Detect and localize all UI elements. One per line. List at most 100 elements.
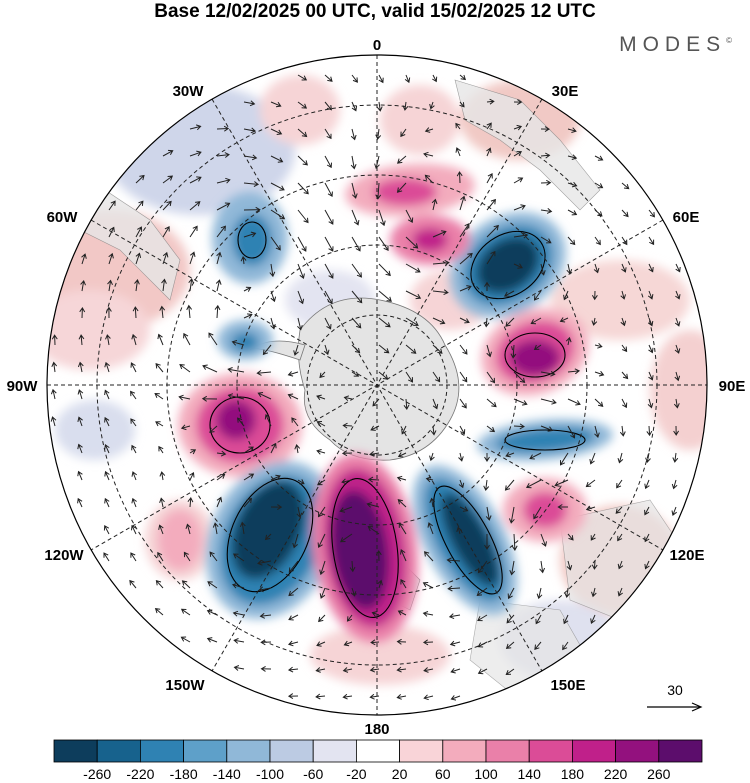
wind-arrow-icon (567, 209, 578, 216)
wind-arrow-icon (104, 361, 110, 373)
wind-arrow-icon (316, 421, 326, 427)
wind-arrow-icon (351, 182, 358, 199)
wind-arrow-icon (673, 398, 680, 409)
wind-arrow-icon (425, 476, 434, 483)
wind-arrow-icon (459, 223, 470, 238)
wind-arrow-icon (369, 451, 380, 457)
wind-arrow-icon (423, 694, 434, 701)
wind-arrow-icon (134, 279, 140, 292)
wind-arrow-icon (80, 279, 86, 292)
colorbar-swatch (572, 739, 617, 763)
wind-arrow-icon (209, 551, 218, 562)
wind-arrow-icon (486, 172, 493, 184)
wind-arrow-icon (349, 560, 356, 573)
colorbar-swatch (442, 739, 487, 763)
brand-name: MODES (619, 33, 727, 56)
wind-arrow-icon (187, 496, 194, 508)
wind-arrow-icon (256, 370, 272, 376)
wind-arrow-icon (351, 101, 358, 112)
wind-arrow-icon (449, 640, 461, 647)
wind-arrow-icon (400, 549, 407, 562)
wind-arrow-icon (135, 226, 143, 238)
wind-arrow-icon (593, 263, 600, 274)
wind-arrow-icon (378, 74, 384, 84)
wind-arrow-icon (216, 125, 230, 132)
wind-arrow-icon (259, 612, 272, 619)
wind-arrow-icon (456, 526, 463, 535)
wind-arrow-icon (185, 523, 192, 535)
wind-arrow-icon (620, 317, 627, 327)
wind-arrow-icon (341, 478, 353, 485)
wind-arrow-icon (351, 209, 360, 226)
wind-arrow-icon (483, 479, 490, 492)
colorbar-swatch (226, 739, 271, 763)
wind-arrow-icon (51, 361, 58, 373)
wind-arrow-icon (671, 479, 678, 490)
wind-arrow-icon (591, 587, 597, 598)
wind-arrow-icon (507, 587, 515, 600)
wind-arrow-icon (131, 524, 137, 535)
wind-arrow-icon (243, 313, 253, 319)
wind-arrow-icon (270, 182, 285, 191)
wind-arrow-icon (293, 344, 299, 356)
wind-arrow-icon (459, 74, 467, 81)
wind-arrow-icon (423, 151, 434, 158)
wind-arrow-icon (564, 587, 571, 599)
wind-arrow-icon (180, 608, 191, 616)
wind-arrow-icon (484, 281, 490, 291)
wind-arrow-icon (243, 181, 260, 187)
wind-arrow-icon (567, 533, 574, 541)
wind-arrow-icon (378, 344, 390, 354)
wind-arrow-icon (508, 506, 515, 524)
wind-arrow-icon (260, 639, 272, 646)
wind-arrow-icon (132, 306, 139, 319)
wind-arrow-icon (422, 582, 434, 589)
wind-arrow-icon (400, 578, 407, 589)
wind-arrow-icon (180, 424, 191, 431)
colorbar-swatch (615, 739, 660, 763)
wind-arrow-icon (477, 668, 488, 675)
wind-arrow-icon (135, 200, 144, 211)
wind-arrow-icon (534, 641, 542, 651)
wind-arrow-icon (179, 364, 191, 373)
wind-arrow-icon (291, 417, 299, 427)
wind-arrow-icon (432, 371, 441, 383)
wind-arrow-icon (672, 452, 679, 463)
wind-arrow-icon (459, 344, 468, 355)
wind-arrow-icon (397, 452, 407, 458)
wind-arrow-icon (297, 101, 308, 109)
wind-arrow-icon (369, 693, 380, 700)
wind-arrow-icon (648, 209, 655, 218)
wind-arrow-icon (485, 506, 492, 521)
wind-arrow-icon (405, 344, 417, 354)
wind-arrow-icon (189, 201, 201, 211)
wind-arrow-icon (673, 425, 680, 436)
wind-arrow-icon (270, 290, 277, 303)
wind-arrow-icon (155, 421, 164, 427)
wind-arrow-icon (105, 334, 111, 346)
wind-arrow-icon (366, 502, 380, 508)
wind-arrow-icon (324, 101, 332, 111)
wind-arrow-icon (324, 263, 334, 279)
wind-arrow-icon (513, 204, 526, 211)
wind-arrow-icon (648, 263, 654, 273)
wind-arrow-icon (459, 101, 465, 108)
map-title: Base 12/02/2025 00 UTC, valid 15/02/2025… (154, 1, 596, 22)
wind-vectors (50, 74, 681, 701)
wind-arrow-icon (432, 398, 439, 410)
wind-arrow-icon (207, 581, 218, 589)
wind-arrow-icon (505, 317, 515, 327)
lon-label-60e: 60E (673, 209, 700, 226)
lon-label-180: 180 (364, 721, 389, 738)
wind-arrow-icon (486, 425, 496, 433)
wind-arrow-icon (424, 127, 434, 133)
wind-arrow-icon (108, 226, 115, 238)
wind-arrow-icon (535, 614, 542, 625)
wind-arrow-icon (486, 98, 495, 105)
wind-arrow-icon (216, 152, 230, 158)
wind-arrow-icon (616, 479, 623, 489)
wind-arrow-icon (486, 198, 496, 211)
wind-arrow-icon (554, 479, 569, 487)
map-disk (47, 55, 707, 715)
